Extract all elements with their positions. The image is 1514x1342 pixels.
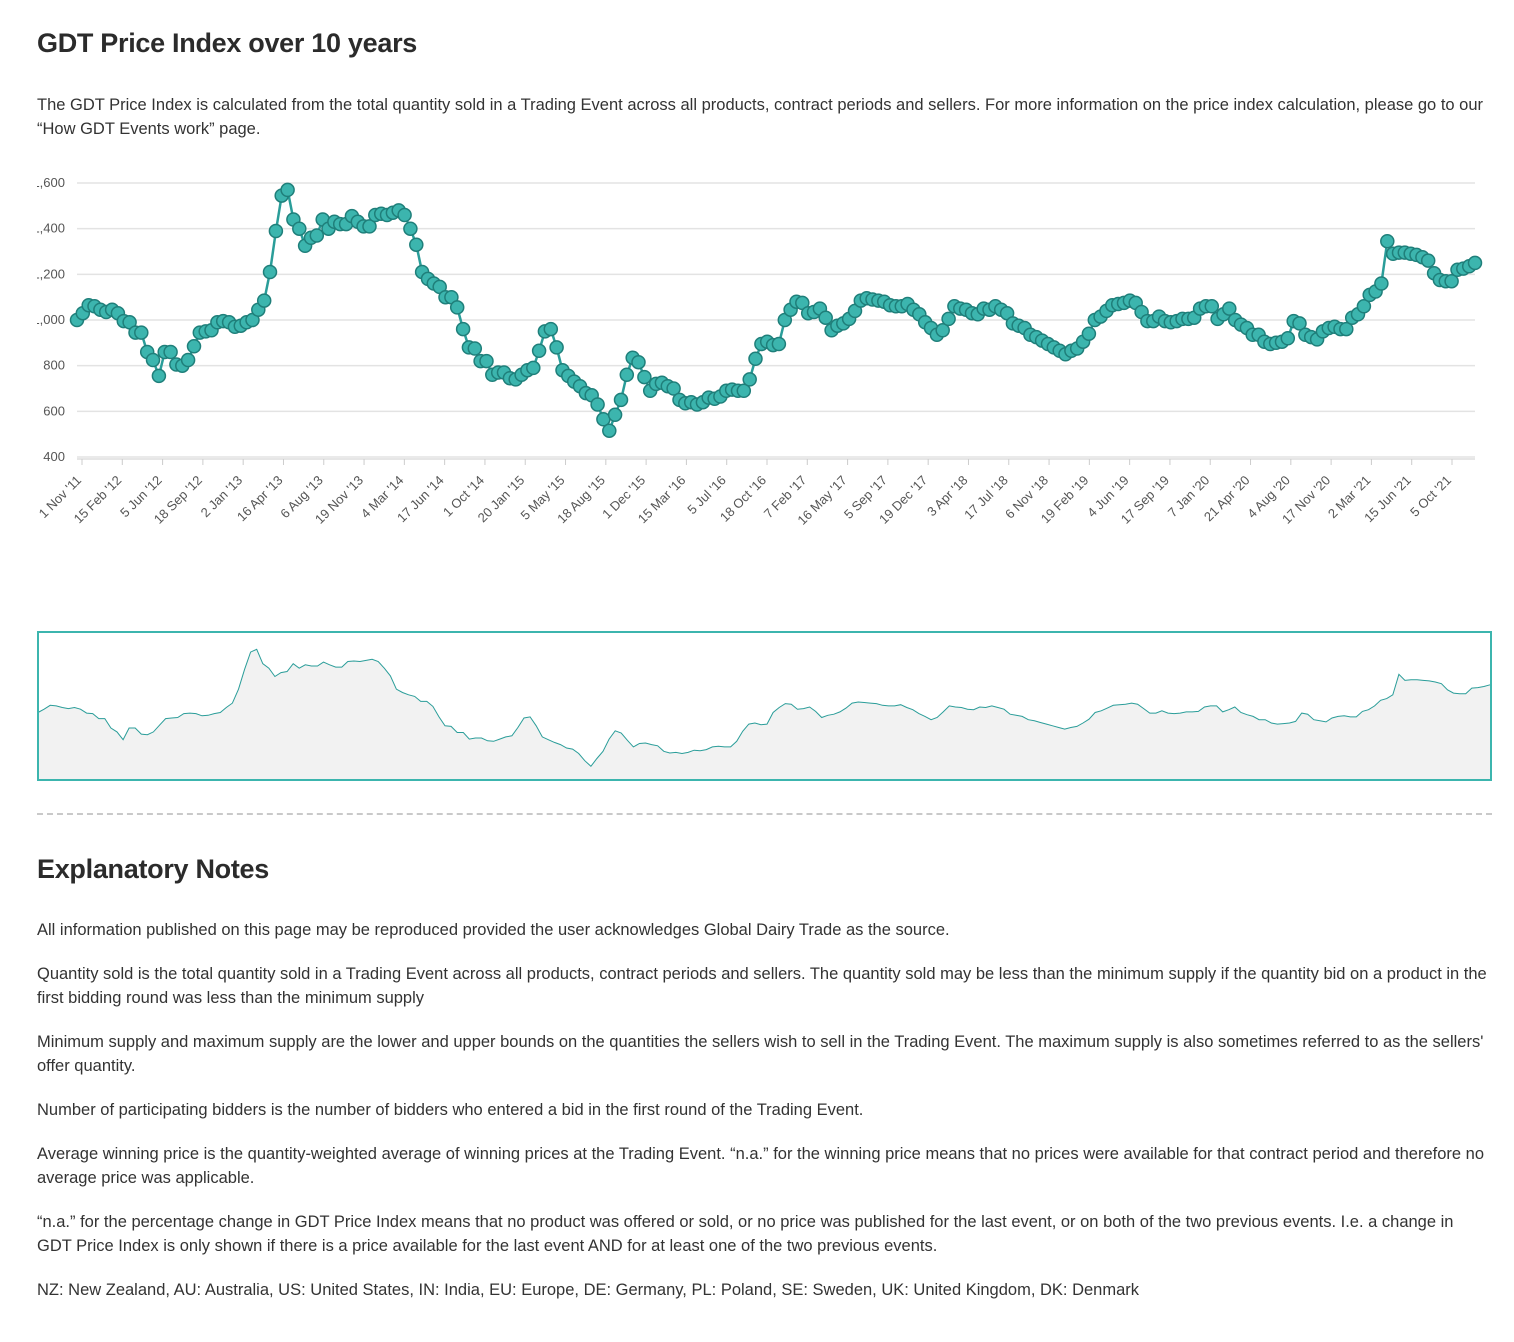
data-point[interactable] [362, 219, 377, 234]
data-point[interactable] [543, 321, 559, 337]
data-point[interactable] [748, 351, 763, 367]
data-point[interactable] [397, 207, 412, 223]
data-point[interactable] [631, 354, 646, 370]
data-point[interactable] [1222, 301, 1237, 316]
series-line [76, 187, 1476, 434]
data-point[interactable] [1380, 233, 1395, 249]
grid-lines [77, 182, 1475, 460]
y-axis: 400 600 800 1,000 1,200 1,400 1,600 [37, 175, 65, 464]
price-index-chart[interactable]: 400 600 800 1,000 1,200 1,400 1,600 1 Nov '111… [37, 160, 1492, 560]
data-point[interactable] [262, 264, 278, 280]
data-point[interactable] [549, 340, 564, 355]
notes-title: Explanatory Notes [37, 854, 269, 884]
data-point[interactable] [180, 352, 196, 368]
data-point[interactable] [1292, 316, 1307, 331]
data-point[interactable] [1444, 273, 1459, 289]
page-title: GDT Price Index over 10 years [37, 28, 418, 58]
note-paragraph: Quantity sold is the total quantity sold… [37, 965, 1487, 1007]
navigator-area [38, 649, 1490, 779]
data-point[interactable] [619, 367, 635, 383]
navigator-selection-frame[interactable] [37, 631, 1492, 781]
data-point[interactable] [1374, 276, 1389, 291]
note-paragraph: All information published on this page m… [37, 921, 950, 939]
series-markers[interactable] [69, 182, 1483, 438]
y-tick-label: 1,600 [37, 175, 65, 190]
data-point[interactable] [1467, 255, 1483, 271]
data-point[interactable] [268, 223, 284, 239]
data-point[interactable] [531, 343, 547, 359]
data-point[interactable] [145, 352, 161, 368]
data-point[interactable] [666, 381, 681, 396]
navigator-chart[interactable] [37, 631, 1492, 781]
data-point[interactable] [186, 339, 202, 354]
data-point[interactable] [771, 336, 787, 352]
data-point[interactable] [818, 310, 833, 325]
data-point[interactable] [309, 228, 325, 243]
note-paragraph: Minimum supply and maximum supply are th… [37, 1033, 1484, 1075]
data-point[interactable] [479, 353, 494, 369]
navigator-line [37, 648, 1491, 768]
data-point[interactable] [1339, 321, 1354, 337]
y-tick-label: 400 [43, 449, 65, 464]
data-point[interactable] [637, 369, 652, 385]
data-point[interactable] [455, 321, 471, 337]
data-point[interactable] [613, 392, 629, 408]
note-paragraph: Number of participating bidders is the n… [37, 1101, 864, 1119]
data-point[interactable] [403, 221, 418, 236]
data-point[interactable] [607, 407, 623, 423]
data-point[interactable] [1081, 326, 1097, 341]
intro-paragraph: The GDT Price Index is calculated from t… [37, 96, 1484, 138]
data-point[interactable] [736, 383, 752, 399]
note-paragraph: NZ: New Zealand, AU: Australia, US: Unit… [37, 1281, 1140, 1299]
section-divider [37, 813, 1492, 815]
data-point[interactable] [467, 341, 483, 356]
data-point[interactable] [935, 323, 950, 338]
y-tick-label: 1,000 [37, 312, 65, 327]
data-point[interactable] [1356, 299, 1372, 314]
data-point[interactable] [163, 344, 178, 360]
y-tick-label: 600 [43, 403, 65, 418]
notes-list: All information published on this page m… [37, 918, 1492, 1322]
data-point[interactable] [292, 221, 307, 236]
data-point[interactable] [1420, 253, 1436, 268]
x-tick-label: 17 Jul '18 [961, 473, 1011, 523]
data-point[interactable] [409, 237, 424, 252]
note-paragraph: Average winning price is the quantity-we… [37, 1145, 1485, 1187]
note-paragraph: “n.a.” for the percentage change in GDT … [37, 1213, 1454, 1255]
data-point[interactable] [151, 368, 167, 384]
data-point[interactable] [602, 423, 617, 438]
data-point[interactable] [449, 300, 465, 315]
data-point[interactable] [256, 293, 272, 308]
data-point[interactable] [590, 397, 605, 412]
data-point[interactable] [1280, 331, 1296, 346]
data-point[interactable] [280, 182, 295, 198]
y-tick-label: 1,400 [37, 221, 65, 236]
data-point[interactable] [134, 325, 149, 340]
y-tick-label: 800 [43, 358, 65, 373]
data-point[interactable] [526, 360, 541, 376]
data-point[interactable] [941, 311, 956, 327]
data-point[interactable] [742, 372, 757, 387]
x-tick-label: 5 Oct '21 [1407, 473, 1454, 520]
data-point[interactable] [1204, 299, 1220, 314]
y-tick-label: 1,200 [37, 266, 65, 281]
